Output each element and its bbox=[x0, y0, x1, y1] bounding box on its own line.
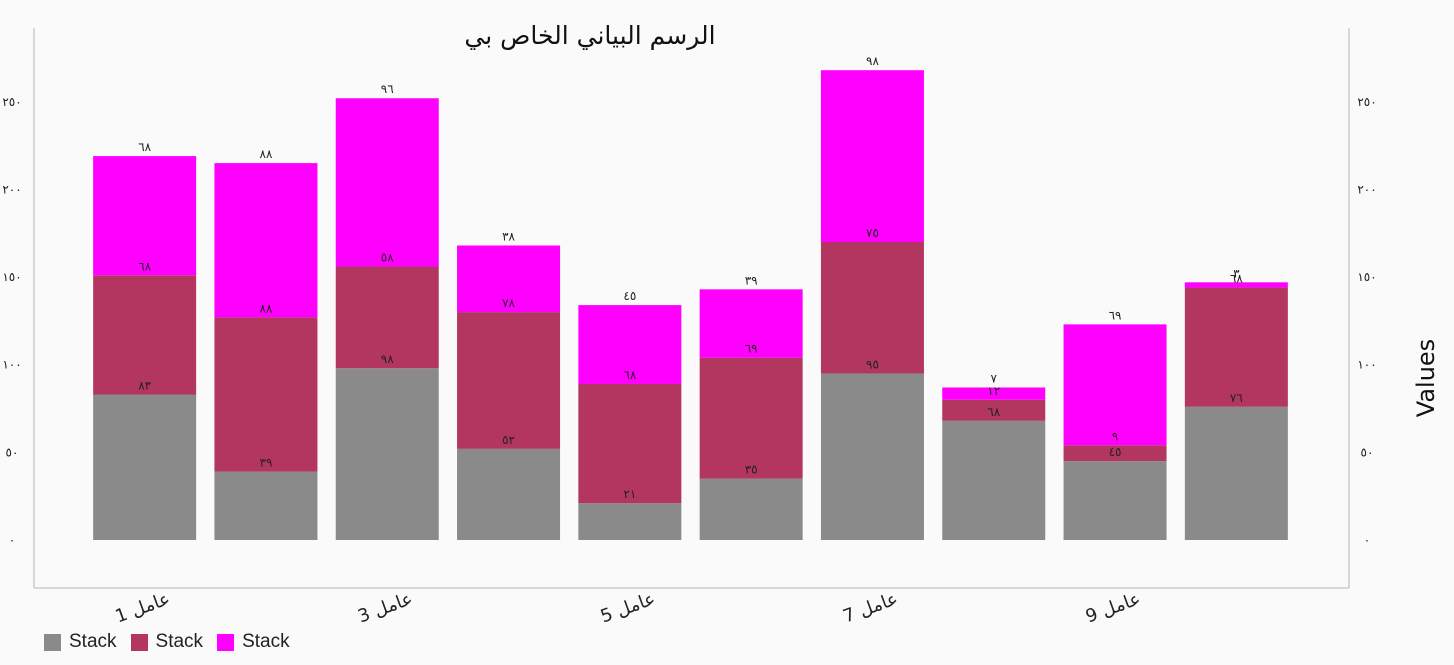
bar-segment bbox=[699, 357, 803, 479]
data-label: ٣ bbox=[1233, 266, 1240, 280]
bar-segment bbox=[699, 289, 803, 358]
y-axis-title: Values bbox=[1412, 339, 1440, 417]
y-tick-label-right: ١٠٠ bbox=[1357, 358, 1376, 372]
data-label: ٦٨ bbox=[987, 405, 1000, 419]
bar-segment bbox=[1184, 406, 1288, 540]
bar-segment bbox=[1184, 282, 1288, 288]
bar-segment bbox=[457, 312, 561, 449]
data-label: ٥٨ bbox=[381, 251, 394, 265]
bar-segment bbox=[578, 503, 682, 540]
y-tick-label-right: ٠ bbox=[1364, 533, 1370, 547]
y-tick-label-left: ١٠٠ bbox=[2, 358, 21, 372]
x-tick-label: عامل 9 bbox=[1083, 588, 1143, 627]
bar-segment bbox=[214, 471, 318, 540]
data-label: ٤٥ bbox=[623, 289, 636, 303]
data-label: ٧٦ bbox=[1230, 391, 1243, 405]
bar-segment bbox=[1063, 324, 1167, 446]
x-tick-label: عامل 5 bbox=[598, 588, 658, 627]
data-label: ٦٩ bbox=[745, 342, 758, 356]
data-label: ١٢ bbox=[987, 384, 1000, 398]
chart-title: الرسم البياني الخاص بي bbox=[464, 21, 715, 51]
data-label: ٧ bbox=[991, 371, 998, 385]
legend: Stack Stack Stack bbox=[44, 630, 290, 654]
legend-label: Stack bbox=[155, 631, 204, 652]
legend-label: Stack bbox=[242, 631, 290, 652]
data-label: ٦٨ bbox=[138, 259, 151, 273]
bar-segment bbox=[335, 266, 439, 369]
x-tick-label: عامل 7 bbox=[840, 588, 900, 627]
bar-segment bbox=[1063, 461, 1167, 540]
bar-segment bbox=[93, 394, 197, 540]
data-label: ٦٨ bbox=[1230, 272, 1243, 286]
tick-labels: ٠ ٠ ٥٠ ٥٠ ١٠٠ ١٠٠ ١٥٠ ١٥٠ ٢٠٠ ٢٠٠ ٢٥٠ ٢٥٠ عامل 1 عامل… bbox=[2, 95, 1376, 628]
bars bbox=[93, 70, 1288, 540]
bar-segment bbox=[942, 399, 1046, 421]
data-label: ٦٨ bbox=[138, 140, 151, 154]
data-label: ٣٨ bbox=[502, 229, 515, 243]
bar-segment bbox=[942, 387, 1046, 400]
data-label: ٩٨ bbox=[866, 54, 879, 68]
data-label: ٦٨ bbox=[623, 368, 636, 382]
bar-segment bbox=[942, 420, 1046, 540]
y-tick-label-left: ٠ bbox=[9, 533, 15, 547]
legend-label: Stack bbox=[69, 631, 117, 652]
bar-segment bbox=[699, 478, 803, 540]
bar-segment bbox=[214, 317, 318, 472]
bar-segment bbox=[820, 373, 924, 540]
x-tick-label: عامل 1 bbox=[113, 588, 173, 627]
bar-segment bbox=[820, 70, 924, 242]
data-label: ٩٥ bbox=[866, 357, 879, 371]
data-label: ٨٣ bbox=[138, 379, 151, 393]
bar-segment bbox=[93, 156, 197, 276]
legend-item: Stack bbox=[130, 631, 204, 653]
data-label: ٣٩ bbox=[745, 273, 758, 287]
x-tick-label: عامل 3 bbox=[355, 588, 415, 627]
bar-segment bbox=[457, 448, 561, 540]
legend-item: Stack bbox=[44, 631, 117, 653]
y-tick-label-left: ٢٥٠ bbox=[2, 95, 21, 109]
legend-swatch bbox=[44, 633, 61, 651]
bar-segment bbox=[1063, 445, 1167, 462]
bar-segment bbox=[335, 98, 439, 267]
data-label: ٨٨ bbox=[260, 301, 273, 315]
bar-segment bbox=[578, 305, 682, 384]
bar-segment bbox=[93, 275, 197, 395]
data-label: ٦٩ bbox=[1109, 308, 1122, 322]
data-label: ٤٥ bbox=[1109, 445, 1122, 459]
y-tick-label-left: ١٥٠ bbox=[2, 270, 21, 284]
data-label: ٩٦ bbox=[381, 82, 394, 96]
axes bbox=[33, 28, 1350, 589]
legend-swatch bbox=[130, 633, 148, 651]
y-tick-label-right: ١٥٠ bbox=[1357, 270, 1376, 284]
bar-segment bbox=[214, 163, 318, 318]
y-tick-label-right: ٢٠٠ bbox=[1357, 182, 1376, 196]
data-label: ٨٨ bbox=[260, 147, 273, 161]
bar-segment bbox=[578, 383, 682, 504]
data-label: ٥٢ bbox=[502, 433, 515, 447]
legend-item: Stack bbox=[217, 631, 290, 653]
data-label: ٣٩ bbox=[260, 456, 273, 470]
legend-swatch bbox=[217, 633, 235, 651]
y-tick-label-right: ٢٥٠ bbox=[1357, 95, 1376, 109]
y-tick-label-right: ٥٠ bbox=[1361, 445, 1374, 459]
bar-segment bbox=[1184, 287, 1288, 407]
data-label: ٢١ bbox=[623, 487, 636, 501]
bar-segment bbox=[457, 245, 561, 313]
data-label: ٧٨ bbox=[502, 296, 515, 310]
data-label: ٩ bbox=[1112, 429, 1118, 443]
data-label: ٩٨ bbox=[381, 352, 394, 366]
data-label: ٧٥ bbox=[866, 226, 879, 240]
data-label: ٣٥ bbox=[745, 463, 758, 477]
bar-segment bbox=[335, 368, 439, 540]
y-tick-label-left: ٢٠٠ bbox=[2, 182, 21, 196]
data-labels: ٨٣٦٨٦٨٣٩٨٨٨٨٩٨٥٨٩٦٥٢٧٨٣٨٢١٦٨٤٥٣٥٦٩٣٩٩٥٧٥… bbox=[138, 54, 1243, 501]
y-tick-label-left: ٥٠ bbox=[6, 445, 19, 459]
bar-segment bbox=[820, 241, 924, 374]
